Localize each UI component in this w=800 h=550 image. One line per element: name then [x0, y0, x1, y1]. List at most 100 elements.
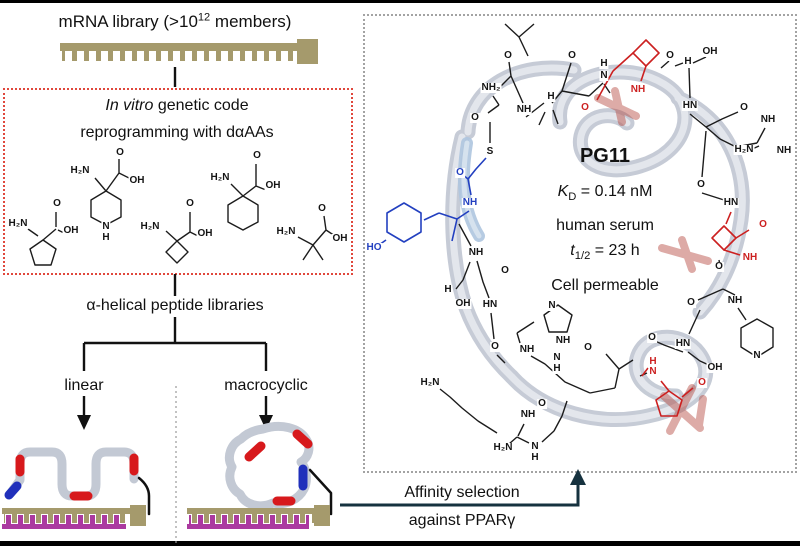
- chem-atom-label: H₂N: [139, 221, 161, 232]
- chem-atom-label: O: [503, 50, 513, 61]
- chem-atom-label: HN: [722, 197, 740, 208]
- against-pparg-label: against PPARγ: [408, 512, 516, 529]
- mrna-cdna-duplex-linear: [2, 505, 146, 529]
- kd-rest: = 0.14 nM: [576, 183, 653, 200]
- chem-atom-label: O: [580, 102, 590, 113]
- top-border-line: [0, 0, 800, 3]
- chem-atom-label: O: [185, 198, 195, 209]
- chem-atom-label: HN: [681, 100, 699, 111]
- chem-atom-label: O: [537, 398, 547, 409]
- red-sidechain-blobs: [594, 87, 712, 435]
- chem-atom-label: H₂N: [492, 442, 514, 453]
- t-subscript: 1/2: [574, 250, 591, 263]
- in-vitro-italic: In vitro: [105, 97, 154, 114]
- chem-atom-label: O: [115, 147, 125, 158]
- reprogramming-dashed-box: [3, 88, 353, 275]
- chem-atom-label: NH: [775, 145, 793, 156]
- chem-atom-label: OH: [331, 233, 349, 244]
- peptide-bonds-black: [439, 23, 774, 445]
- chem-atom-label: H: [546, 91, 556, 102]
- chem-atom-label: S: [485, 146, 495, 157]
- chem-atom-label: N: [101, 221, 111, 232]
- reprogramming-line1-rest: genetic code: [153, 97, 249, 114]
- mrna-comb: [60, 39, 318, 64]
- chem-atom-label: NH: [629, 84, 647, 95]
- kd-symbol: K: [557, 183, 569, 200]
- t-symbol: t: [570, 242, 575, 259]
- chem-atom-label: O: [697, 377, 707, 388]
- bottom-border-line: [0, 541, 800, 546]
- chem-atom-label: O: [490, 341, 500, 352]
- chem-atom-label: H: [599, 58, 609, 69]
- chem-atom-label: H: [648, 356, 658, 367]
- chem-atom-label: OH: [62, 225, 80, 236]
- product-dashed-box: [363, 14, 797, 473]
- chem-atom-label: NH: [759, 114, 777, 125]
- chem-atom-label: H: [530, 452, 540, 463]
- chem-atom-label: H: [552, 363, 562, 374]
- chem-atom-label: O: [52, 198, 62, 209]
- chem-atom-label: NH: [518, 344, 536, 355]
- linear-branch-label: linear: [64, 377, 104, 394]
- chem-atom-label: H₂N: [419, 377, 441, 388]
- chem-atom-label: OH: [454, 298, 472, 309]
- human-serum-label: human serum: [556, 217, 654, 234]
- chem-atom-label: NH: [554, 335, 572, 346]
- cell-permeable-label: Cell permeable: [551, 277, 659, 294]
- chem-atom-label: H₂N: [69, 165, 91, 176]
- chem-atom-label: OH: [701, 46, 719, 57]
- chem-atom-label: O: [500, 265, 510, 276]
- chem-atom-label: HN: [674, 338, 692, 349]
- chem-atom-label: O: [455, 167, 465, 178]
- chem-atom-label: NH: [467, 247, 485, 258]
- chem-atom-label: OH: [196, 228, 214, 239]
- chem-atom-label: O: [714, 261, 724, 272]
- reprogramming-line2: reprogramming with dαAAs: [80, 124, 274, 142]
- chem-atom-label: H: [443, 284, 453, 295]
- chem-atom-label: O: [739, 102, 749, 113]
- macrocyclic-branch-label: macrocyclic: [224, 377, 308, 394]
- chem-atom-label: N: [552, 352, 562, 363]
- chem-atom-label: H: [101, 232, 111, 243]
- chem-atom-label: H₂N: [209, 172, 231, 183]
- chem-atom-label: O: [470, 112, 480, 123]
- linear-peptide-cartoon: [4, 447, 151, 516]
- affinity-selection-arrow: [340, 469, 586, 507]
- chem-atom-label: O: [567, 50, 577, 61]
- kd-subscript: D: [568, 191, 577, 204]
- chem-atom-label: NH: [726, 295, 744, 306]
- chem-atom-label: O: [252, 150, 262, 161]
- chem-atom-label: N: [530, 441, 540, 452]
- chem-atom-label: HN: [481, 299, 499, 310]
- chem-atom-label: NH₂: [480, 82, 502, 93]
- chem-atom-label: HO: [365, 242, 383, 253]
- chem-atom-label: OH: [128, 175, 146, 186]
- chem-atom-label: H: [683, 56, 693, 67]
- flowchart-lines: [82, 67, 268, 417]
- reprogramming-box-label: In vitro genetic code reprogramming with…: [8, 92, 346, 146]
- chem-atom-label: H₂N: [733, 144, 755, 155]
- chem-atom-label: O: [665, 50, 675, 61]
- peptide-bonds-blue: [378, 157, 487, 246]
- chem-atom-label: NH: [461, 197, 479, 208]
- chem-atom-label: NH: [515, 104, 533, 115]
- chem-atom-label: O: [583, 342, 593, 353]
- chem-atom-label: O: [758, 219, 768, 230]
- chem-atom-label: O: [317, 203, 327, 214]
- chem-atom-label: NH: [519, 409, 537, 420]
- macrocyclic-peptide-cartoon: [224, 421, 333, 516]
- chem-atom-label: O: [686, 297, 696, 308]
- product-name-label: PG11: [579, 145, 631, 167]
- daa-structures: [27, 159, 336, 266]
- helical-libraries-label: α-helical peptide libraries: [86, 297, 264, 314]
- chem-atom-label: N: [547, 300, 557, 311]
- t-rest: = 23 h: [590, 242, 640, 259]
- chem-atom-label: O: [696, 179, 706, 190]
- chem-atom-label: H₂N: [7, 218, 29, 229]
- half-life-label: t1/2 = 23 h: [525, 241, 685, 263]
- chem-atom-label: H₂N: [275, 226, 297, 237]
- chem-atom-label: O: [647, 332, 657, 343]
- mrna-library-label: mRNA library (>1012 members): [30, 11, 320, 32]
